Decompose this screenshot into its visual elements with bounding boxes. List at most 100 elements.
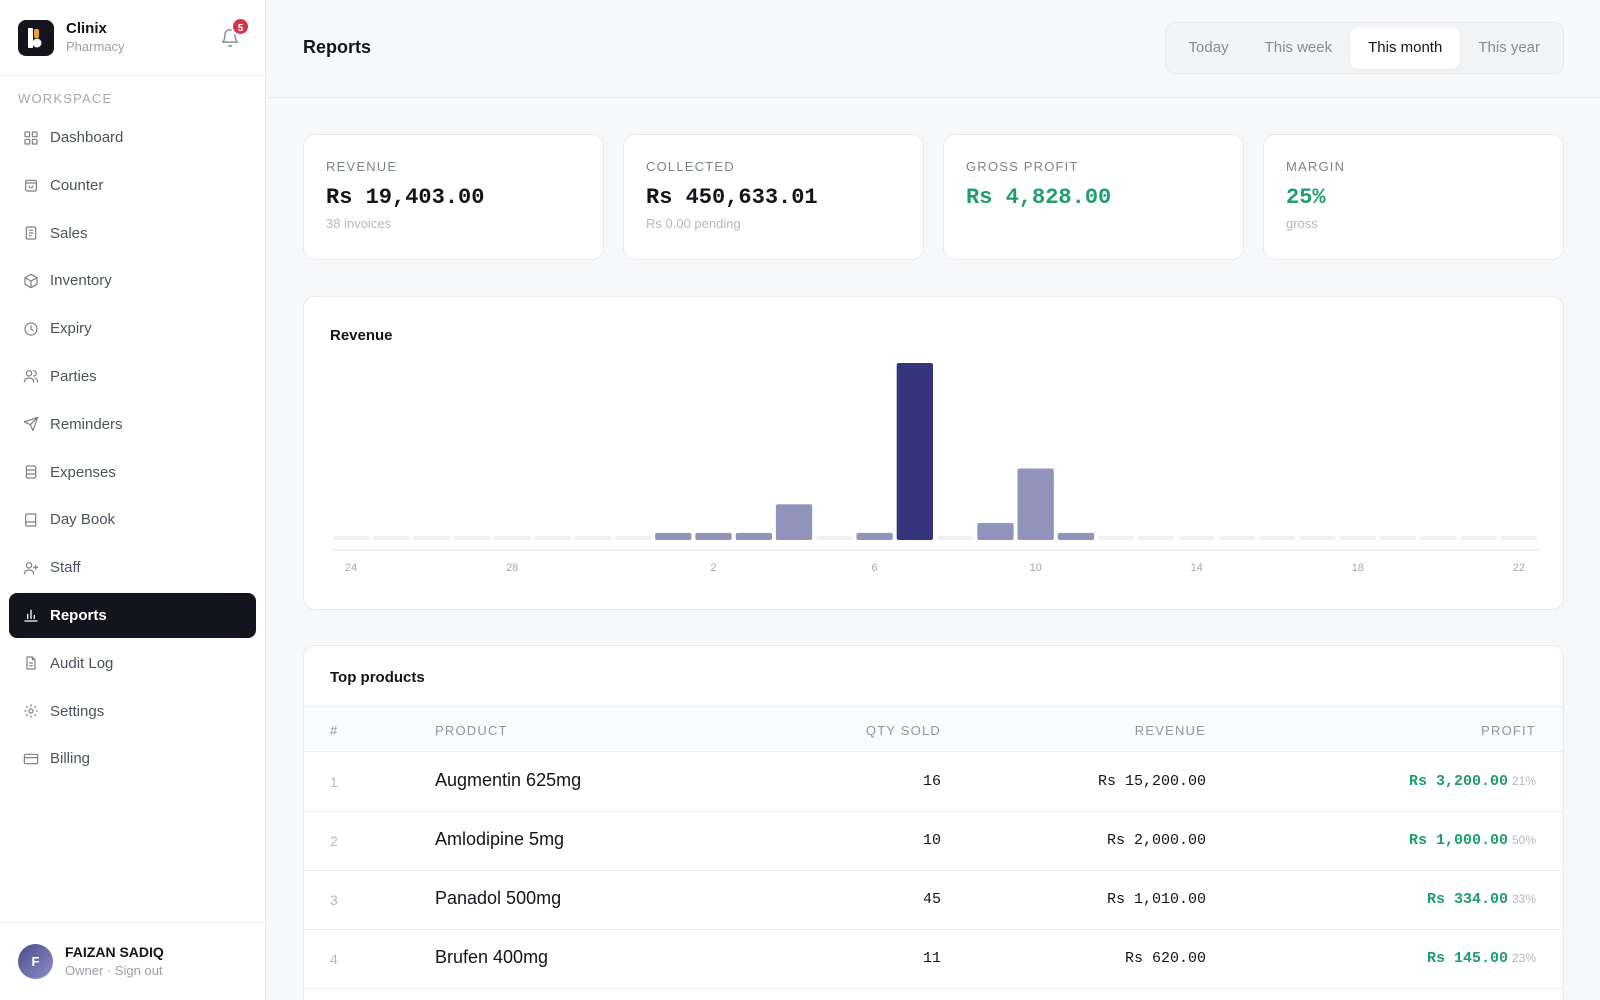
stat-card-margin: MARGIN 25% gross bbox=[1263, 134, 1564, 260]
sidebar-item-inventory[interactable]: Inventory bbox=[9, 258, 256, 303]
sidebar-item-audit-log[interactable]: Audit Log bbox=[9, 641, 256, 686]
bar-day-26[interactable] bbox=[413, 536, 450, 540]
revenue-value: Rs 2,000.00 bbox=[1106, 832, 1206, 849]
sidebar-item-label: Parties bbox=[50, 367, 97, 385]
qty-sold: 10 bbox=[922, 832, 941, 849]
sidebar-item-label: Billing bbox=[50, 750, 91, 768]
bar-day-5[interactable] bbox=[816, 536, 853, 540]
sidebar-item-expenses[interactable]: Expenses bbox=[9, 450, 256, 495]
sidebar-item-billing[interactable]: Billing bbox=[9, 736, 256, 781]
tab-today[interactable]: Today bbox=[1188, 39, 1229, 56]
bar-day-31[interactable] bbox=[614, 536, 652, 540]
bar-day-1[interactable] bbox=[655, 532, 692, 540]
clinix-logo[interactable] bbox=[18, 19, 54, 56]
bar-day-18[interactable] bbox=[1339, 536, 1376, 540]
table-row[interactable]: 3 Panadol 500mg 45 Rs 1,010.00 Rs 334.00… bbox=[304, 871, 1563, 930]
bar-day-6[interactable] bbox=[856, 532, 893, 540]
stat-cards: REVENUE Rs 19,403.00 38 invoices COLLECT… bbox=[303, 134, 1564, 260]
x-tick-label: 10 bbox=[1030, 562, 1042, 574]
row-index: 2 bbox=[330, 833, 338, 849]
bar-day-10[interactable] bbox=[1017, 468, 1054, 541]
sidebar-item-reports[interactable]: Reports bbox=[9, 592, 256, 638]
bar-day-9[interactable] bbox=[977, 523, 1014, 540]
bar-day-19[interactable] bbox=[1379, 536, 1417, 540]
bar-day-16[interactable] bbox=[1259, 536, 1296, 540]
bar-day-14[interactable] bbox=[1178, 536, 1215, 540]
bar-day-25[interactable] bbox=[373, 536, 410, 540]
table-header: # PRODUCT QTY SOLD REVENUE PROFIT bbox=[304, 706, 1563, 752]
product-name: Panadol 500mg bbox=[435, 888, 562, 908]
bar-day-3[interactable] bbox=[735, 532, 772, 540]
tab-this-year[interactable]: This year bbox=[1478, 39, 1540, 56]
x-tick-label: 22 bbox=[1513, 562, 1525, 574]
bar-day-7[interactable] bbox=[896, 363, 933, 540]
column-header-revenue[interactable]: REVENUE bbox=[1134, 723, 1206, 738]
receipt-icon bbox=[22, 225, 39, 242]
bar-day-28[interactable] bbox=[494, 536, 531, 540]
product-name: Augmentin 625mg bbox=[435, 770, 582, 790]
bar-day-4[interactable] bbox=[775, 504, 813, 540]
sidebar-item-settings[interactable]: Settings bbox=[9, 689, 256, 734]
revenue-value: Rs 1,010.00 bbox=[1106, 891, 1206, 908]
notification-badge: 5 bbox=[231, 17, 250, 36]
table-row[interactable]: 1 Augmentin 625mg 16 Rs 15,200.00 Rs 3,2… bbox=[304, 753, 1563, 812]
x-tick-label: 2 bbox=[710, 562, 716, 574]
bar-day-2[interactable] bbox=[695, 532, 732, 540]
sidebar-nav: Dashboard Counter Sales Inventory Expiry… bbox=[9, 115, 256, 784]
profit-value: Rs 1,000.00 bbox=[1408, 832, 1508, 849]
profit-cell: Rs 334.00 33% bbox=[1427, 891, 1536, 908]
sidebar-item-day-book[interactable]: Day Book bbox=[9, 497, 256, 542]
sidebar-item-label: Reports bbox=[50, 606, 107, 624]
stat-card-gross-profit: GROSS PROFIT Rs 4,828.00 bbox=[943, 134, 1244, 260]
profit-value: Rs 334.00 bbox=[1426, 891, 1508, 908]
sidebar-item-parties[interactable]: Parties bbox=[9, 354, 256, 399]
table-row[interactable]: 4 Brufen 400mg 11 Rs 620.00 Rs 145.00 23% bbox=[304, 930, 1563, 989]
tab-this-month[interactable]: This month bbox=[1350, 27, 1461, 69]
file-text-icon bbox=[22, 655, 39, 672]
sidebar-item-sales[interactable]: Sales bbox=[9, 211, 256, 256]
bar-day-21[interactable] bbox=[1460, 536, 1497, 540]
bar-day-13[interactable] bbox=[1138, 536, 1175, 540]
stat-label: GROSS PROFIT bbox=[966, 159, 1079, 174]
bar-day-15[interactable] bbox=[1218, 536, 1256, 540]
tab-this-week[interactable]: This week bbox=[1264, 39, 1333, 56]
qty-sold: 45 bbox=[922, 891, 941, 908]
bar-day-30[interactable] bbox=[574, 536, 611, 540]
column-header-index: # bbox=[330, 723, 339, 738]
revenue-chart-card: Revenue 24 28 2 6 10 14 18 22 bbox=[303, 296, 1564, 610]
product-name: Amlodipine 5mg bbox=[435, 829, 565, 849]
column-header-profit[interactable]: PROFIT bbox=[1481, 723, 1536, 738]
bar-day-27[interactable] bbox=[453, 536, 491, 540]
bar-day-12[interactable] bbox=[1098, 536, 1135, 540]
sidebar-item-expiry[interactable]: Expiry bbox=[9, 306, 256, 351]
sign-out-link[interactable]: Owner · Sign out bbox=[65, 963, 163, 978]
profit-cell: Rs 1,000.00 50% bbox=[1409, 832, 1536, 849]
sidebar-item-reminders[interactable]: Reminders bbox=[9, 402, 256, 447]
bell-icon[interactable] bbox=[220, 28, 240, 48]
top-products-card: Top products # PRODUCT QTY SOLD REVENUE … bbox=[303, 645, 1564, 1000]
bar-day-24[interactable] bbox=[333, 536, 370, 540]
column-header-product[interactable]: PRODUCT bbox=[435, 723, 508, 738]
bar-day-17[interactable] bbox=[1299, 536, 1336, 540]
x-tick-label: 18 bbox=[1352, 562, 1364, 574]
bar-day-11[interactable] bbox=[1057, 532, 1095, 540]
bar-day-22[interactable] bbox=[1500, 536, 1537, 540]
users-icon bbox=[22, 368, 39, 385]
table-row[interactable]: 2 Amlodipine 5mg 10 Rs 2,000.00 Rs 1,000… bbox=[304, 812, 1563, 871]
bar-day-20[interactable] bbox=[1420, 536, 1457, 540]
stat-subtext: 38 invoices bbox=[326, 216, 392, 231]
sidebar-item-staff[interactable]: Staff bbox=[9, 545, 256, 590]
page-header: Reports Today This week This month This … bbox=[267, 0, 1600, 98]
sidebar-item-counter[interactable]: Counter bbox=[9, 163, 256, 208]
bar-day-29[interactable] bbox=[534, 536, 571, 540]
sidebar-item-dashboard[interactable]: Dashboard bbox=[9, 115, 256, 160]
column-header-qty[interactable]: QTY SOLD bbox=[865, 723, 941, 738]
x-tick-label: 28 bbox=[506, 562, 518, 574]
brand-name: Clinix bbox=[66, 20, 107, 37]
bar-day-8[interactable] bbox=[937, 536, 974, 540]
revenue-value: Rs 620.00 bbox=[1124, 950, 1206, 967]
stat-card-revenue: REVENUE Rs 19,403.00 38 invoices bbox=[303, 134, 604, 260]
avatar[interactable]: F bbox=[18, 944, 53, 979]
row-index: 1 bbox=[330, 774, 338, 790]
grid-icon bbox=[22, 129, 39, 146]
